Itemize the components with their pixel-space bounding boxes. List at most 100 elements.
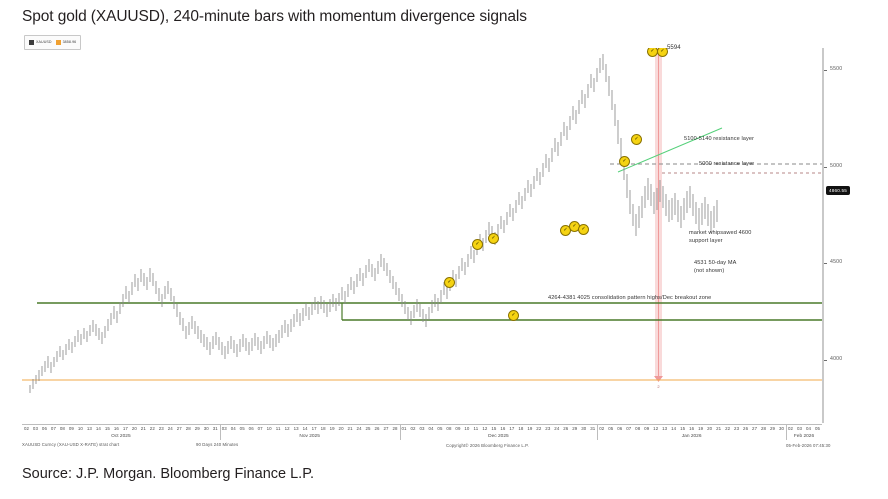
price-bars-tail <box>674 186 718 233</box>
annotation-ma-line2: (not shown) <box>694 268 725 274</box>
y-axis-label: 4500 <box>830 259 843 265</box>
x-axis-day-label: 21 <box>347 426 353 431</box>
x-axis-day-label: 09 <box>68 426 74 431</box>
x-axis-day-label: 24 <box>356 426 362 431</box>
x-axis-day-label: 26 <box>374 426 380 431</box>
x-axis-day-label: 05 <box>608 426 614 431</box>
signal-marker[interactable]: ✓ <box>508 310 519 321</box>
footer-interval: 90 Days 240 Minutes <box>196 442 239 447</box>
x-axis-day-label: 30 <box>581 426 587 431</box>
x-axis-day-label: 18 <box>518 426 524 431</box>
x-axis-month-label: Feb 2026 <box>793 434 815 439</box>
x-axis-day-label: 12 <box>284 426 290 431</box>
x-axis-separator <box>219 424 221 440</box>
x-axis-day-label: 05 <box>239 426 245 431</box>
x-axis-day-label: 02 <box>787 426 794 431</box>
x-axis-day-label: 03 <box>419 426 425 431</box>
x-axis-day-label: 28 <box>392 426 398 431</box>
footer-timestamp: 05-Feb-2026 07:45:30 <box>786 443 831 448</box>
chart-legend: XAUUSD 3858.96 <box>24 35 82 50</box>
x-axis-day-label: 31 <box>590 426 596 431</box>
annotation-peak-label: 5594 <box>667 45 681 51</box>
footer-copyright: Copyright© 2026 Bloomberg Finance L.P. <box>446 443 529 448</box>
x-axis-day-label: 08 <box>635 426 641 431</box>
x-axis-day-label: 06 <box>617 426 623 431</box>
trendline-green <box>617 127 723 173</box>
x-axis-day-label: 14 <box>302 426 308 431</box>
signal-marker[interactable]: ✓ <box>631 134 642 145</box>
y-axis-label: 5500 <box>830 66 843 72</box>
x-axis-day-label: 23 <box>734 426 740 431</box>
x-axis-day-label: 29 <box>770 426 776 431</box>
x-axis-day-label: 27 <box>752 426 758 431</box>
y-tick <box>824 263 827 264</box>
source-note: Source: J.P. Morgan. Bloomberg Finance L… <box>22 466 315 482</box>
x-axis-day-label: 10 <box>266 426 272 431</box>
x-axis-day-label: 09 <box>455 426 461 431</box>
x-axis-separator <box>597 424 599 440</box>
x-axis-day-label: 26 <box>743 426 749 431</box>
x-axis-day-label: 19 <box>329 426 335 431</box>
y-tick <box>824 360 827 361</box>
x-axis: 02 03 06 07 08 09 10 13 14 15 16 17 20 21 22 23 24 27 28 29… <box>22 424 822 446</box>
x-axis-day-label: 24 <box>554 426 560 431</box>
y-axis-label: 5000 <box>830 163 843 169</box>
signal-marker[interactable]: ✓ <box>657 48 668 57</box>
legend-value-label: 3858.96 <box>62 39 77 44</box>
x-axis-day-label: 22 <box>536 426 542 431</box>
x-axis-day-label: 30 <box>779 426 785 431</box>
annotation-ma-line1: 4531 50-day MA <box>694 260 737 266</box>
signal-marker[interactable]: ✓ <box>619 156 630 167</box>
annotation-resistance-5000: 5000 resistance layer <box>699 161 755 167</box>
x-axis-day-label: 15 <box>680 426 686 431</box>
y-tick <box>824 70 827 71</box>
x-axis-day-label: 31 <box>212 426 218 431</box>
x-axis-day-label: 29 <box>194 426 200 431</box>
x-axis-day-label: 12 <box>653 426 659 431</box>
x-axis-day-label: 10 <box>464 426 470 431</box>
x-axis-day-label: 09 <box>644 426 650 431</box>
annotation-whipsaw-line1: market whipsawed 4600 <box>689 230 752 236</box>
x-axis-day-label: 06 <box>248 426 254 431</box>
x-axis-day-label: 13 <box>86 426 92 431</box>
x-axis-day-label: 20 <box>338 426 344 431</box>
page-title: Spot gold (XAUUSD), 240-minute bars with… <box>22 8 527 25</box>
price-plot-svg: 2 <box>22 48 822 393</box>
x-axis-day-label: 22 <box>725 426 731 431</box>
x-axis-line <box>22 424 822 425</box>
x-axis-separator <box>399 424 401 440</box>
x-axis-day-label: 07 <box>50 426 56 431</box>
x-axis-day-label: 15 <box>491 426 497 431</box>
x-axis-day-label: 28 <box>185 426 191 431</box>
legend-series: XAUUSD <box>29 40 52 45</box>
signal-marker[interactable]: ✓ <box>444 277 455 288</box>
x-axis-day-label: 06 <box>41 426 48 431</box>
x-axis-day-label: 08 <box>446 426 452 431</box>
event-marker-label: 2 <box>657 384 660 389</box>
signal-marker[interactable]: ✓ <box>472 239 483 250</box>
x-axis-day-label: 30 <box>203 426 209 431</box>
signal-marker[interactable]: ✓ <box>578 224 589 235</box>
signal-marker[interactable]: ✓ <box>488 233 499 244</box>
x-axis-day-label: 24 <box>167 426 173 431</box>
x-axis-day-label: 14 <box>95 426 101 431</box>
x-axis-month-label: Dec 2025 <box>488 434 509 439</box>
x-axis-day-label: 03 <box>796 426 803 431</box>
x-axis-day-label: 27 <box>383 426 389 431</box>
x-axis-day-label: 15 <box>104 426 110 431</box>
x-axis-day-label: 02 <box>599 426 605 431</box>
last-price-tag: 4860.55 <box>826 186 851 195</box>
x-axis-day-label: 17 <box>509 426 515 431</box>
x-axis-day-label: 07 <box>257 426 263 431</box>
x-axis-day-label: 08 <box>59 426 65 431</box>
x-axis-day-label: 26 <box>563 426 569 431</box>
x-axis-day-label: 13 <box>293 426 299 431</box>
x-axis-day-label: 01 <box>401 426 407 431</box>
x-axis-day-label: 28 <box>761 426 767 431</box>
footer-security: XAUUSD Curncy (XAU-USD X-RATE) strat cha… <box>22 442 120 447</box>
y-tick <box>824 167 827 168</box>
x-axis-day-label: 16 <box>689 426 695 431</box>
x-axis-day-label: 29 <box>572 426 578 431</box>
price-bars <box>29 54 673 393</box>
x-axis-month-label: Jan 2026 <box>681 434 702 439</box>
